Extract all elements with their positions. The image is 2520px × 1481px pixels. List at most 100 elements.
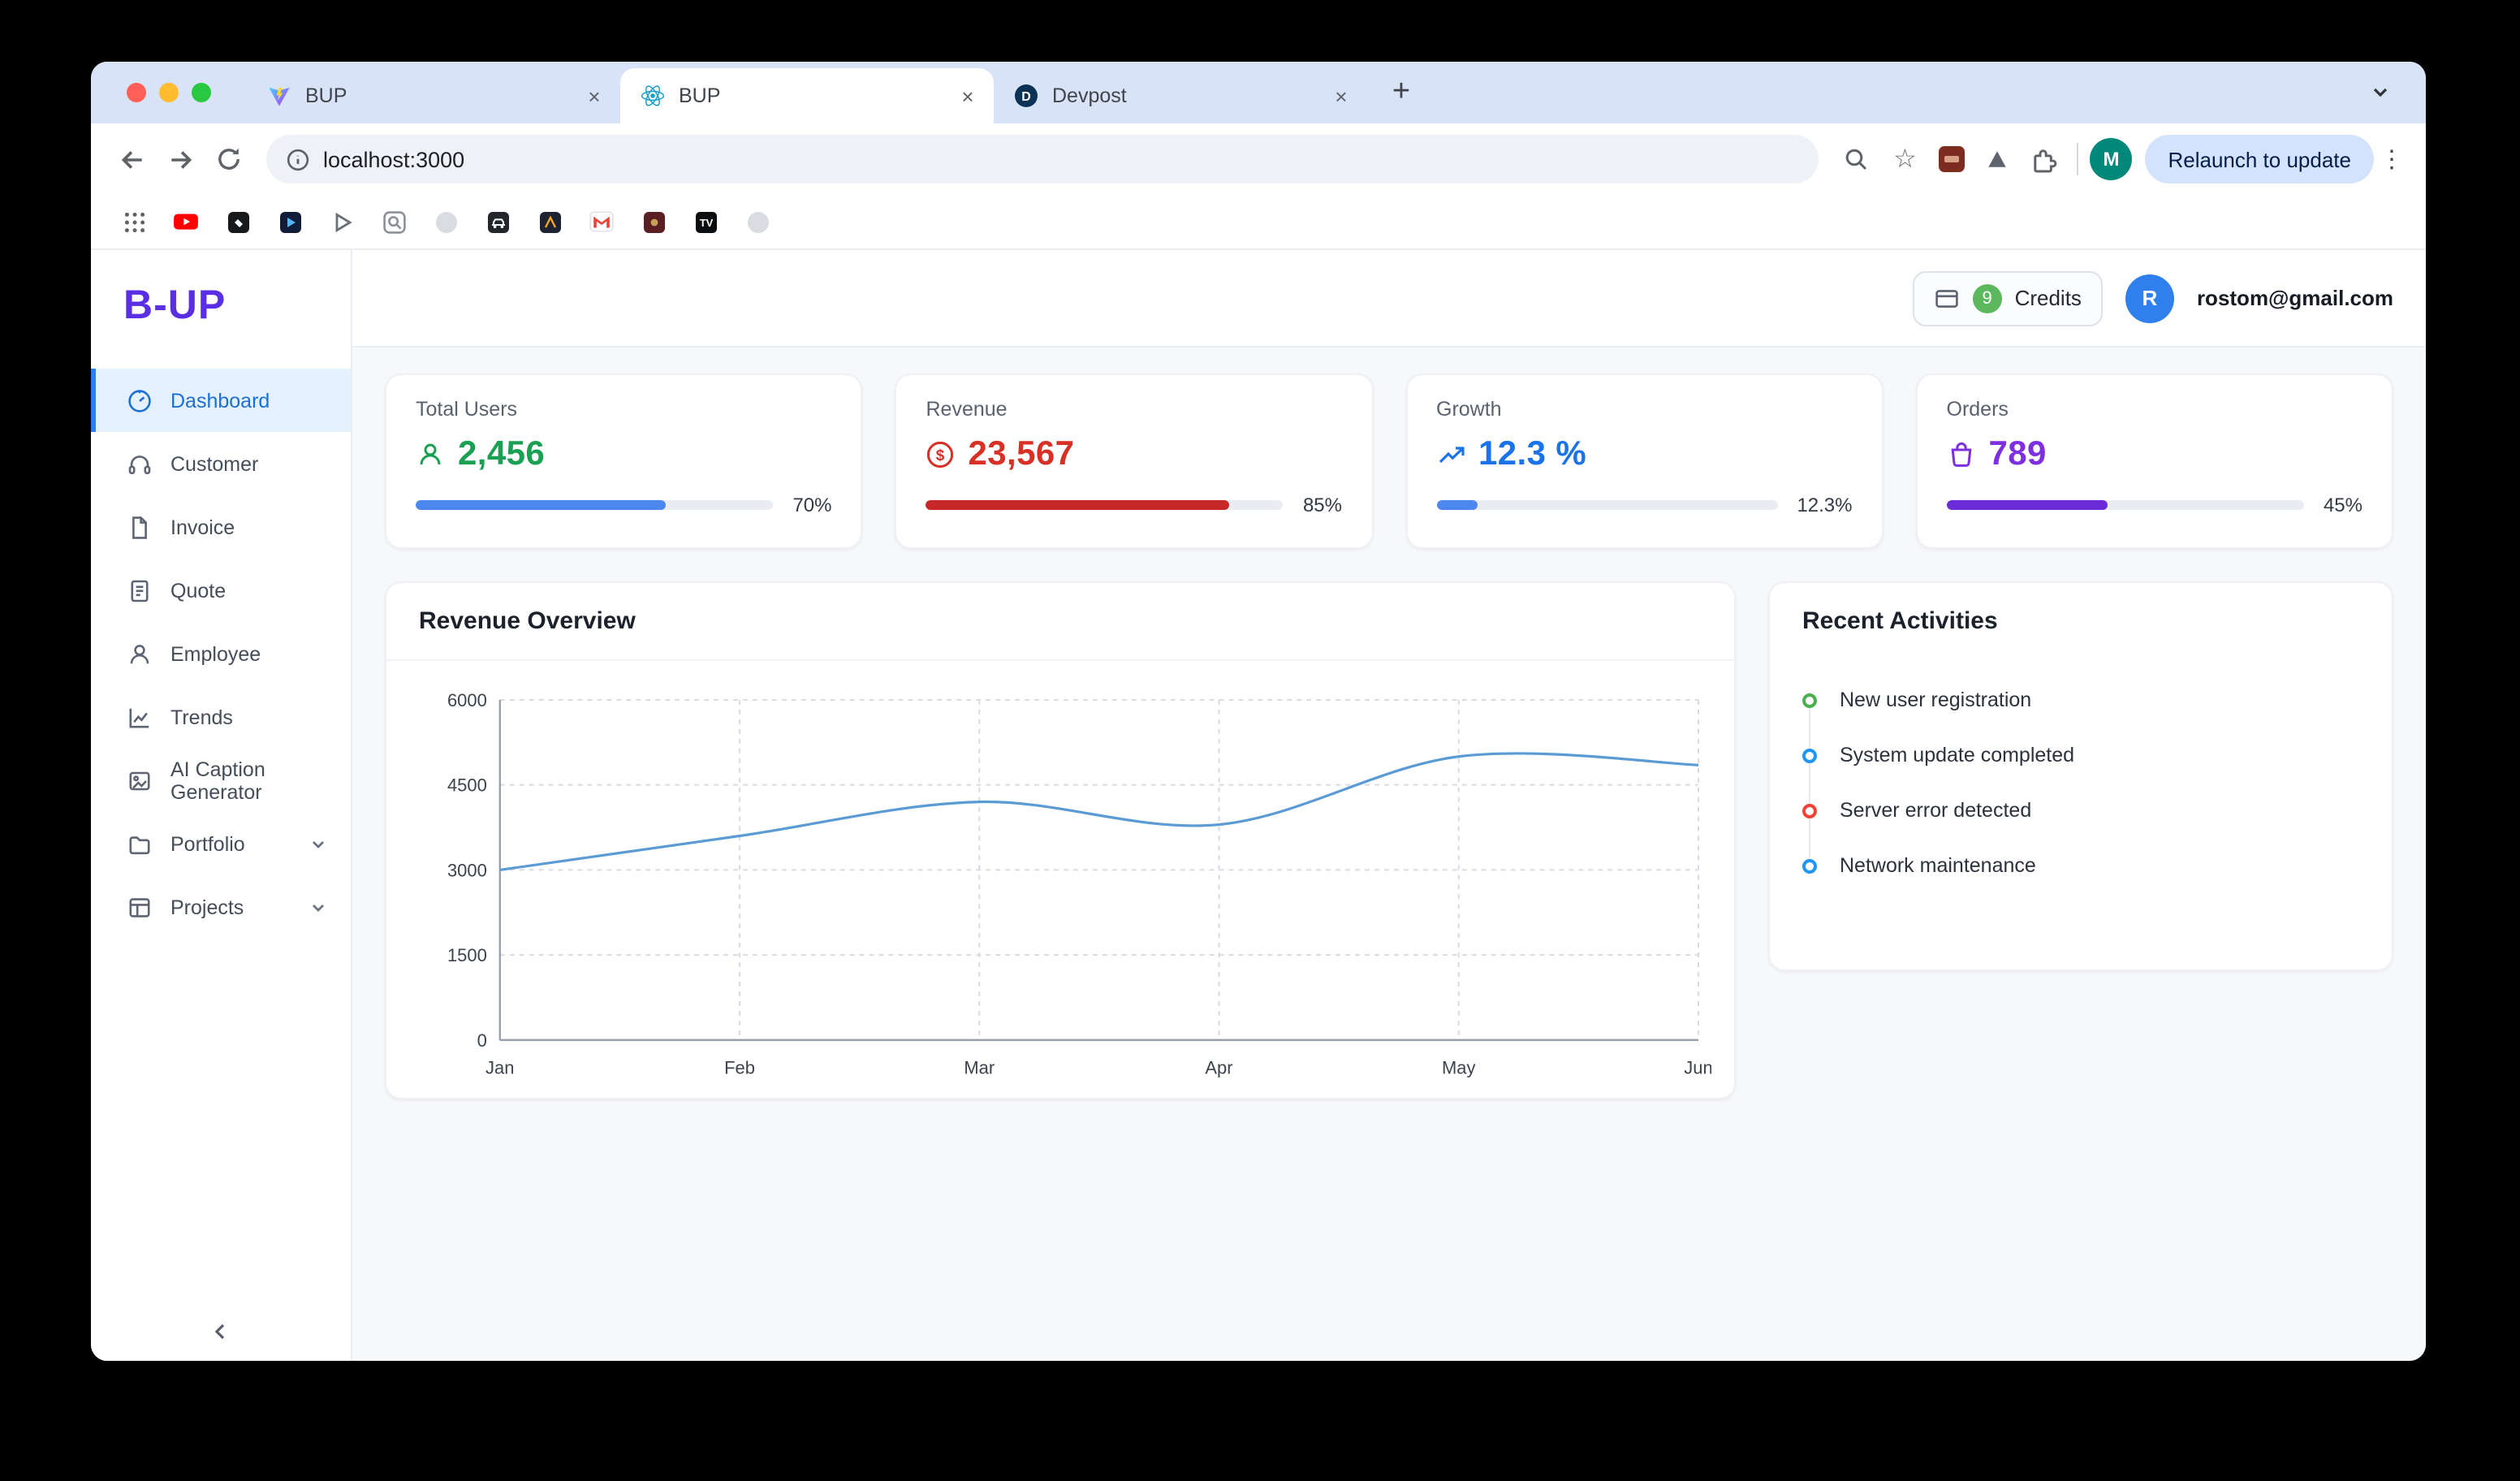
maximize-window-button[interactable] (192, 83, 211, 102)
svg-text:Apr: Apr (1205, 1058, 1232, 1078)
file-icon (127, 514, 153, 540)
folder-icon (127, 831, 153, 857)
tv-icon[interactable]: TV (692, 208, 719, 235)
tab-close-icon[interactable] (1328, 83, 1354, 109)
gmail-icon[interactable] (588, 208, 615, 235)
window-icon (127, 894, 153, 920)
relaunch-to-update-button[interactable]: Relaunch to update (2145, 135, 2374, 184)
activity-item: Network maintenance (1802, 838, 2359, 893)
video-play-icon[interactable] (276, 208, 304, 235)
image-icon (127, 767, 153, 793)
address-bar[interactable]: localhost:3000 (266, 135, 1819, 184)
stats-row: Total Users 2,456 70% (385, 373, 2393, 549)
revenue-line-chart: 0 1500 3000 4500 6000 Jan Feb Mar Apr May Jun (447, 690, 1711, 1078)
browser-toolbar: localhost:3000 ☆ M Relaunch to update (91, 123, 2426, 195)
stat-card-revenue: Revenue $ 23,567 85% (895, 373, 1373, 549)
browser-tab-bup-1[interactable]: BUP (247, 68, 620, 123)
dark-site-icon[interactable] (536, 208, 563, 235)
progress-percent-label: 85% (1302, 494, 1342, 516)
tab-strip: BUP BUP D Devpost (91, 62, 2426, 123)
sidebar-item-employee[interactable]: Employee (91, 622, 351, 685)
bookmark-star-icon[interactable]: ☆ (1893, 146, 1917, 174)
browser-tab-devpost[interactable]: D Devpost (994, 68, 1367, 123)
stat-title: Revenue (926, 398, 1008, 421)
forward-icon[interactable] (156, 135, 205, 184)
sidebar-item-label: Customer (170, 452, 259, 475)
progress-bar (416, 500, 774, 510)
tab-close-icon[interactable] (581, 83, 607, 109)
chart-icon (127, 704, 153, 730)
tab-label: BUP (305, 84, 347, 107)
sidebar-item-quote[interactable]: Quote (91, 559, 351, 622)
browser-menu-icon[interactable] (2374, 136, 2410, 182)
sidebar-item-trends[interactable]: Trends (91, 685, 351, 749)
browser-profile-avatar[interactable]: M (2090, 138, 2133, 180)
recent-activities-card: Recent Activities New user registration … (1768, 581, 2393, 971)
chevron-down-icon (309, 834, 328, 853)
apps-grid-icon[interactable] (120, 208, 148, 235)
user-avatar[interactable]: R (2125, 274, 2174, 322)
sidebar-item-label: Quote (170, 579, 227, 602)
headset-icon (127, 451, 153, 477)
extensions-puzzle-icon[interactable] (2020, 136, 2065, 182)
sidebar-item-dashboard[interactable]: Dashboard (91, 369, 351, 432)
shopping-bag-icon (1947, 440, 1976, 469)
reload-icon[interactable] (205, 135, 253, 184)
minimize-window-button[interactable] (159, 83, 179, 102)
tab-label: Devpost (1052, 84, 1127, 107)
tab-close-icon[interactable] (955, 83, 981, 109)
sidebar-item-invoice[interactable]: Invoice (91, 495, 351, 559)
dimmed-site-icon[interactable] (432, 208, 460, 235)
play-outline-icon[interactable] (328, 208, 356, 235)
dimmed-site-icon-2[interactable] (744, 208, 771, 235)
svg-text:D: D (1021, 90, 1031, 104)
sidebar-item-label: Portfolio (170, 832, 245, 855)
revenue-overview-title: Revenue Overview (386, 583, 1734, 661)
bookmarks-bar: TV (91, 195, 2426, 250)
car-app-icon[interactable] (484, 208, 511, 235)
svg-text:3000: 3000 (447, 860, 487, 880)
search-box-icon[interactable] (380, 208, 408, 235)
activity-label: System update completed (1840, 744, 2075, 766)
extension-icon-triangle[interactable] (1974, 136, 2020, 182)
stat-value: 789 (1988, 435, 2047, 473)
app-page: B-UP Dashboard Customer Invoice (91, 250, 2426, 1361)
sidebar-item-portfolio[interactable]: Portfolio (91, 812, 351, 875)
site-info-icon[interactable] (286, 147, 310, 171)
tab-search-chevron-icon[interactable] (2361, 73, 2400, 112)
youtube-icon[interactable] (172, 208, 200, 235)
window-controls (127, 83, 211, 102)
activity-status-icon (1802, 748, 1817, 762)
url-text: localhost:3000 (323, 147, 465, 171)
new-tab-button[interactable] (1380, 71, 1422, 114)
zoom-icon[interactable] (1832, 135, 1880, 184)
credits-button[interactable]: 9 Credits (1912, 270, 2103, 326)
stat-title: Orders (1946, 398, 2009, 421)
svg-text:Jun: Jun (1684, 1058, 1711, 1078)
progress-bar (1946, 500, 2304, 510)
sidebar-collapse-icon[interactable] (91, 1319, 351, 1345)
sidebar-item-label: Employee (170, 642, 261, 665)
sidebar-item-customer[interactable]: Customer (91, 432, 351, 495)
stat-card-orders: Orders 789 45% (1915, 373, 2393, 549)
credits-count-badge: 9 (1972, 283, 2002, 313)
activity-status-icon (1802, 693, 1817, 707)
progress-percent-label: 70% (792, 494, 832, 516)
svg-text:0: 0 (477, 1030, 487, 1051)
maroon-site-icon[interactable] (640, 208, 667, 235)
activity-item: Server error detected (1802, 783, 2359, 838)
back-icon[interactable] (107, 135, 156, 184)
svg-text:TV: TV (699, 216, 713, 228)
svg-text:1500: 1500 (447, 945, 487, 965)
close-window-button[interactable] (127, 83, 146, 102)
browser-tab-bup-2-active[interactable]: BUP (620, 68, 994, 123)
progress-bar-fill (1436, 500, 1478, 510)
extension-icon-red[interactable] (1929, 136, 1974, 182)
credits-label: Credits (2014, 286, 2082, 310)
react-icon (640, 83, 666, 109)
sidebar-item-ai-caption-generator[interactable]: AI Caption Generator (91, 749, 351, 812)
tab-label: BUP (679, 84, 721, 107)
main-area: 9 Credits R rostom@gmail.com Total Users (352, 250, 2426, 1361)
sidebar-item-projects[interactable]: Projects (91, 875, 351, 939)
dark-app-icon[interactable] (224, 208, 252, 235)
